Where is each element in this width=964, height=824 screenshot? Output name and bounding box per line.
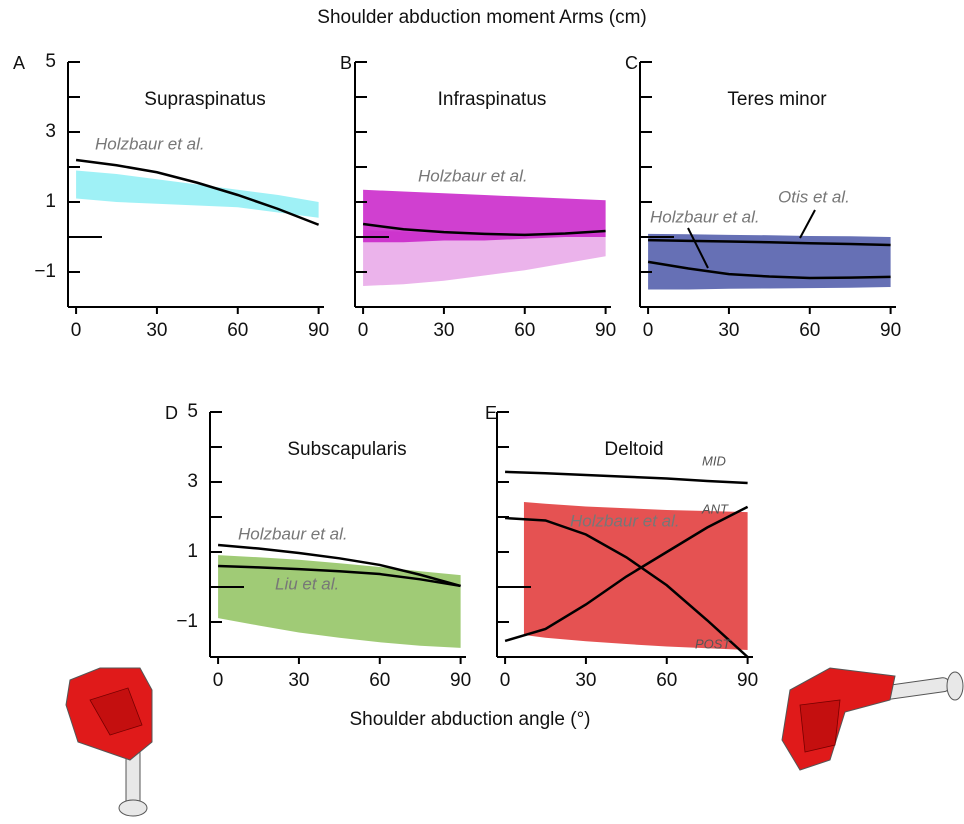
x-tick-label: 60 bbox=[799, 320, 820, 341]
x-tick-label: 90 bbox=[450, 670, 471, 691]
x-tick-label: 60 bbox=[656, 670, 677, 691]
series-line bbox=[505, 516, 749, 658]
panel-letter: D bbox=[165, 403, 178, 423]
series-label: Liu et al. bbox=[275, 574, 339, 593]
series-label: Holzbaur et al. bbox=[418, 166, 528, 185]
y-tick-label: 3 bbox=[45, 121, 56, 142]
band bbox=[363, 230, 606, 286]
y-tick-label: 1 bbox=[187, 541, 198, 562]
x-tick-label: 90 bbox=[595, 320, 616, 341]
panel-letter: A bbox=[13, 53, 25, 73]
series-label: Holzbaur et al. bbox=[650, 207, 760, 226]
shoulder-illustration-left bbox=[65, 667, 153, 817]
x-tick-label: 0 bbox=[71, 320, 82, 341]
x-tick-label: 0 bbox=[643, 320, 654, 341]
series-line bbox=[362, 222, 606, 237]
x-axis-label: Shoulder abduction angle (°) bbox=[349, 709, 590, 730]
series-line bbox=[217, 543, 461, 588]
panel: 0 30 60 90 Otis et al. Holzbaur et al. Teres m… bbox=[625, 53, 901, 341]
y-tick-label: 3 bbox=[187, 471, 198, 492]
panel: 0 30 60 90 Holzbaur et al. Infraspinatus B bbox=[340, 53, 616, 341]
panel-title: Deltoid bbox=[604, 439, 663, 460]
panel: 5 3 1 −1 0 30 60 90 Holzbaur et al. Supraspinatus… bbox=[13, 51, 329, 341]
panel: 5 3 1 −1 0 30 60 90 Holzbaur et al. Liu et al. Sub… bbox=[165, 401, 471, 691]
annotation: Holzbaur et al. bbox=[570, 511, 680, 530]
series-label: MID bbox=[702, 453, 726, 468]
y-tick-label: −1 bbox=[34, 261, 56, 282]
series-line bbox=[505, 470, 748, 485]
x-tick-label: 30 bbox=[718, 320, 739, 341]
pointer bbox=[687, 227, 709, 269]
series-line bbox=[648, 238, 891, 247]
panel-letter: E bbox=[485, 403, 497, 423]
series-label: Holzbaur et al. bbox=[238, 524, 348, 543]
y-tick-label: 5 bbox=[187, 401, 198, 422]
y-tick-label: 5 bbox=[45, 51, 56, 72]
series-label: Holzbaur et al. bbox=[95, 134, 205, 153]
panel-title: Infraspinatus bbox=[438, 89, 547, 110]
x-tick-label: 0 bbox=[500, 670, 511, 691]
x-tick-label: 30 bbox=[433, 320, 454, 341]
x-tick-label: 30 bbox=[575, 670, 596, 691]
series-line bbox=[504, 505, 749, 643]
x-tick-label: 60 bbox=[227, 320, 248, 341]
shoulder-illustration-right bbox=[781, 667, 964, 771]
panel-title: Supraspinatus bbox=[144, 89, 265, 110]
series-line bbox=[647, 260, 891, 280]
y-tick-label: −1 bbox=[176, 611, 198, 632]
series-label: Otis et al. bbox=[778, 187, 850, 206]
x-tick-label: 30 bbox=[288, 670, 309, 691]
x-tick-label: 0 bbox=[358, 320, 369, 341]
x-tick-label: 60 bbox=[514, 320, 535, 341]
band bbox=[363, 189, 606, 243]
pointer bbox=[799, 209, 816, 239]
panel-letter: B bbox=[340, 53, 352, 73]
series-label: POST bbox=[695, 636, 731, 651]
x-tick-label: 60 bbox=[369, 670, 390, 691]
panel-letter: C bbox=[625, 53, 638, 73]
band bbox=[523, 501, 748, 650]
panel-title: Subscapularis bbox=[287, 439, 406, 460]
x-tick-label: 30 bbox=[146, 320, 167, 341]
figure-title: Shoulder abduction moment Arms (cm) bbox=[317, 7, 646, 28]
y-tick-label: 1 bbox=[45, 191, 56, 212]
band bbox=[218, 555, 461, 648]
x-tick-label: 90 bbox=[737, 670, 758, 691]
x-tick-label: 90 bbox=[308, 320, 329, 341]
series-line bbox=[75, 158, 320, 226]
x-tick-label: 0 bbox=[213, 670, 224, 691]
series-label: ANT bbox=[701, 501, 729, 516]
x-tick-label: 90 bbox=[880, 320, 901, 341]
band bbox=[648, 233, 891, 290]
band bbox=[76, 170, 319, 218]
panel: 0 30 60 90 MID ANT POST Holzbaur et al. Deltoid E bbox=[485, 403, 758, 691]
panel-title: Teres minor bbox=[727, 89, 827, 110]
series-line bbox=[218, 564, 461, 588]
